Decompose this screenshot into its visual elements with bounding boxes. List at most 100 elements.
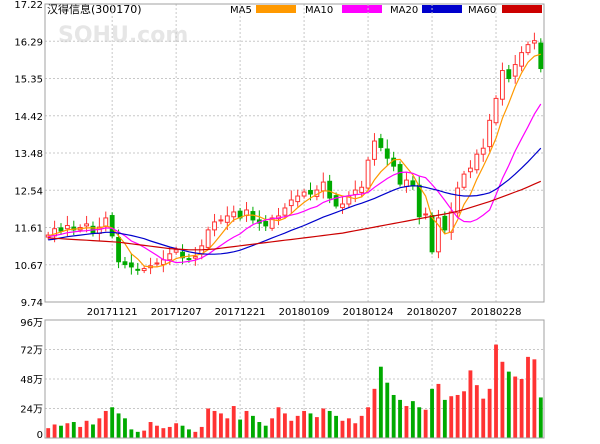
volume-bar	[321, 408, 326, 438]
volume-bar	[78, 426, 83, 438]
volume-bar	[129, 429, 134, 438]
candle-body	[141, 268, 147, 272]
candle-body	[397, 164, 403, 185]
volume-bar	[353, 423, 358, 438]
legend-swatch-ma10	[342, 5, 382, 13]
volume-bar	[65, 423, 70, 438]
date-tick-label: 20171221	[215, 307, 266, 318]
volume-bar	[378, 366, 383, 438]
candle-body	[365, 159, 371, 189]
candle-body	[320, 181, 326, 192]
volume-bar	[398, 399, 402, 438]
candle-body	[404, 179, 409, 187]
volume-bar	[519, 379, 524, 438]
volume-axis-labels: 96万 72万 48万 24万 0	[20, 318, 43, 441]
legend-swatch-ma60	[502, 5, 542, 13]
volume-bar	[270, 418, 275, 438]
candle-body	[538, 42, 544, 70]
volume-bar	[84, 420, 89, 438]
volume-bar	[308, 413, 313, 438]
price-tick-label: 16.29	[14, 37, 43, 48]
price-axis-labels: 17.22 16.29 15.35 14.42 13.48 12.54 11.61 10.67…	[14, 0, 43, 309]
candle-body	[493, 97, 499, 124]
volume-bar	[276, 407, 281, 438]
volume-bar	[513, 376, 518, 438]
price-tick-label: 17.22	[14, 0, 43, 11]
candle-body	[128, 262, 134, 268]
candle-body	[468, 167, 473, 173]
candle-body	[135, 268, 141, 271]
volume-bar	[199, 426, 204, 438]
volume-bar	[474, 385, 479, 438]
volume-bar	[167, 426, 172, 438]
volume-bar	[212, 410, 217, 438]
price-tick-label: 12.54	[14, 186, 43, 197]
candle-body	[480, 147, 486, 155]
candle-body	[487, 119, 493, 148]
candle-body	[295, 195, 301, 203]
price-tick-label: 9.74	[21, 298, 43, 309]
volume-bar	[327, 410, 332, 438]
volume-bar	[372, 388, 377, 438]
volume-bar	[500, 361, 505, 438]
candle-body	[58, 227, 64, 232]
candle-body	[423, 213, 429, 216]
candle-body	[359, 186, 365, 193]
volume-tick-label: 24万	[20, 405, 43, 416]
volume-tick-label: 72万	[20, 346, 43, 357]
volume-bar	[385, 382, 390, 438]
date-tick-label: 20171207	[151, 307, 202, 318]
candle-body	[340, 203, 345, 209]
volume-bar	[91, 424, 95, 438]
volume-bar	[282, 413, 287, 438]
volume-bar	[340, 420, 345, 438]
volume-tick-label: 96万	[20, 318, 43, 329]
volume-bar	[174, 423, 179, 438]
candle-body	[116, 236, 121, 263]
ma-line-ma60	[48, 180, 542, 251]
legend-swatch-ma5	[256, 5, 296, 13]
candle-body	[416, 184, 422, 218]
candle-body	[224, 215, 230, 223]
volume-bar	[302, 410, 307, 438]
legend-label-ma10: MA10	[305, 5, 333, 16]
candle-body	[64, 225, 70, 230]
volume-bar	[487, 388, 492, 438]
volume-bar	[244, 410, 249, 438]
volume-bar	[206, 408, 211, 438]
price-panel-frame	[44, 3, 545, 303]
volume-bar	[289, 420, 294, 438]
candle-body	[474, 153, 480, 171]
volume-bar	[404, 406, 409, 438]
volume-bar	[506, 371, 511, 438]
date-axis-labels: 20171121 20171207 20171221 20180109 20180124…	[87, 307, 522, 318]
volume-bars	[46, 344, 543, 438]
volume-bar	[135, 431, 140, 438]
volume-bar	[359, 415, 364, 438]
volume-bar	[46, 428, 51, 438]
candle-body	[461, 173, 467, 188]
date-tick-label: 20180109	[279, 307, 330, 318]
candle-body	[212, 221, 217, 231]
volume-bar	[391, 394, 396, 438]
candle-body	[301, 191, 307, 197]
volume-tick-label: 0	[37, 430, 43, 440]
candle-body	[442, 215, 448, 231]
volume-bar	[123, 418, 127, 438]
candle-body	[205, 229, 211, 248]
legend-swatch-ma20	[422, 5, 462, 13]
candle-body	[103, 217, 109, 227]
volume-bar	[161, 428, 166, 438]
volume-bar	[148, 422, 153, 438]
volume-bar	[263, 425, 268, 438]
ma-line-ma20	[48, 147, 542, 255]
volume-bar	[410, 401, 415, 438]
volume-bar	[142, 430, 147, 438]
candle-body	[109, 215, 115, 237]
volume-bar	[442, 399, 447, 438]
chart-title: 汉得信息(300170)	[47, 2, 142, 16]
candle-body	[173, 249, 179, 253]
volume-bar	[423, 409, 428, 438]
volume-bar	[187, 429, 191, 438]
